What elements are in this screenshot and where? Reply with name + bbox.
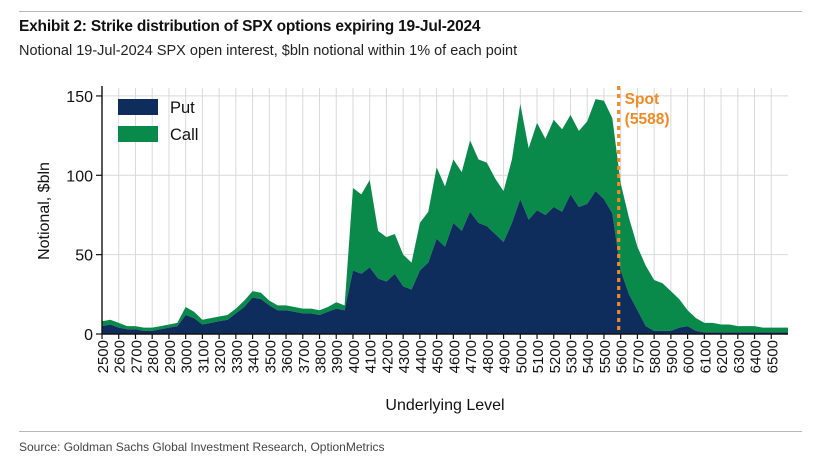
legend-swatch-call xyxy=(118,126,158,142)
x-tick-label: 4500 xyxy=(430,340,447,373)
stacked-areas xyxy=(102,99,788,334)
x-tick-label: 2800 xyxy=(145,340,162,373)
y-tick-label: 50 xyxy=(75,248,93,265)
x-tick-label: 6000 xyxy=(681,340,698,373)
x-tick-labels: 2500 2600 2700 2800 2900 3000 3100 3200 3300 3400… xyxy=(95,334,781,373)
x-tick-label: 3200 xyxy=(212,340,229,373)
x-tick-label: 5500 xyxy=(597,340,614,373)
x-tick-label: 4400 xyxy=(413,340,430,373)
x-tick-label: 3600 xyxy=(279,340,296,373)
x-tick-label: 5300 xyxy=(563,340,580,373)
x-tick-label: 4200 xyxy=(379,340,396,373)
x-tick-label: 6500 xyxy=(764,340,781,373)
x-tick-label: 5400 xyxy=(580,340,597,373)
y-tick-label: 100 xyxy=(66,168,93,185)
x-tick-label: 3000 xyxy=(179,340,196,373)
y-tick-label: 0 xyxy=(84,327,93,344)
spot-value: (5588) xyxy=(625,111,670,128)
bottom-rule xyxy=(19,431,802,432)
x-tick-label: 6200 xyxy=(714,340,731,373)
x-tick-label: 3500 xyxy=(262,340,279,373)
legend-label-call: Call xyxy=(170,126,198,144)
x-tick-label: 3700 xyxy=(296,340,313,373)
x-tick-label: 2700 xyxy=(128,340,145,373)
exhibit-title: Exhibit 2: Strike distribution of SPX op… xyxy=(19,18,481,35)
x-tick-label: 4700 xyxy=(463,340,480,373)
x-tick-label: 5200 xyxy=(547,340,564,373)
x-tick-label: 3800 xyxy=(313,340,330,373)
legend-label-put: Put xyxy=(170,99,195,117)
axes xyxy=(101,86,788,335)
exhibit-subtitle: Notional 19-Jul-2024 SPX open interest, … xyxy=(19,43,518,59)
x-tick-label: 4800 xyxy=(480,340,497,373)
x-tick-label: 5700 xyxy=(630,340,647,373)
x-tick-label: 4100 xyxy=(363,340,380,373)
x-tick-label: 4600 xyxy=(446,340,463,373)
x-tick-label: 5100 xyxy=(530,340,547,373)
y-axis-label: Notional, $bln xyxy=(36,162,53,260)
x-tick-label: 3400 xyxy=(246,340,263,373)
x-tick-label: 2900 xyxy=(162,340,179,373)
x-tick-label: 3900 xyxy=(329,340,346,373)
x-tick-label: 5800 xyxy=(647,340,664,373)
top-rule xyxy=(19,11,802,12)
x-tick-label: 2500 xyxy=(95,340,112,373)
x-tick-label: 4900 xyxy=(497,340,514,373)
x-tick-label: 6300 xyxy=(731,340,748,373)
x-tick-label: 4300 xyxy=(396,340,413,373)
x-tick-label: 3100 xyxy=(195,340,212,373)
source-note: Source: Goldman Sachs Global Investment … xyxy=(19,440,385,454)
spot-marker: Spot (5588) xyxy=(617,86,670,334)
x-tick-label: 5000 xyxy=(513,340,530,373)
put-area xyxy=(102,191,788,334)
x-tick-label: 2600 xyxy=(112,340,129,373)
y-tick-label: 150 xyxy=(66,89,93,106)
x-tick-label: 6100 xyxy=(697,340,714,373)
x-tick-label: 5600 xyxy=(614,340,631,373)
legend-swatch-put xyxy=(118,99,158,115)
spot-label: Spot xyxy=(625,91,659,108)
y-tick-labels: 0 50 100 150 xyxy=(66,89,102,344)
x-tick-label: 6400 xyxy=(748,340,765,373)
call-area xyxy=(102,99,788,333)
x-tick-label: 4000 xyxy=(346,340,363,373)
legend: Put Call xyxy=(118,99,198,144)
x-tick-label: 3300 xyxy=(229,340,246,373)
x-tick-label: 5900 xyxy=(664,340,681,373)
x-axis-label: Underlying Level xyxy=(385,397,504,414)
